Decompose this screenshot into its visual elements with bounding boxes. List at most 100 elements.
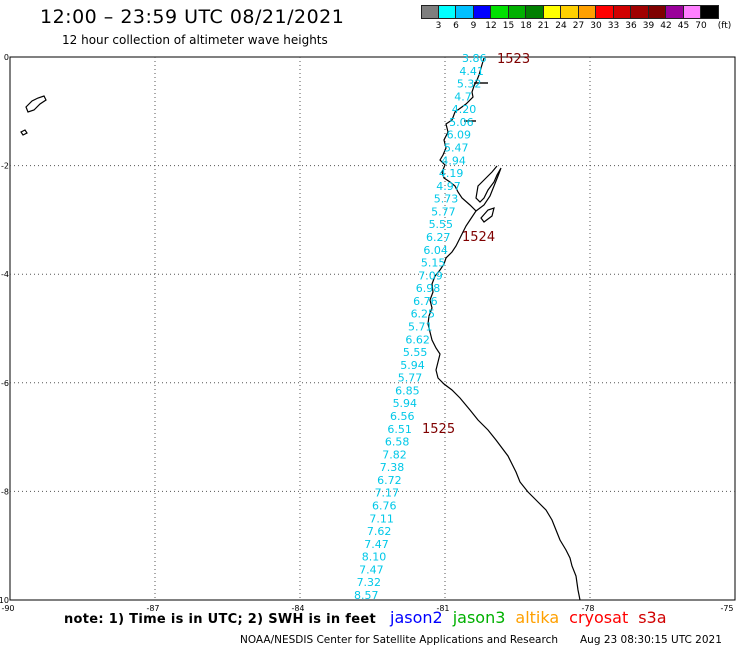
wave-height-value: 7.11 <box>369 512 394 525</box>
wave-height-value: 6.62 <box>405 333 430 346</box>
scale-swatch <box>543 5 561 19</box>
y-axis-label: -8 <box>1 487 9 496</box>
y-axis-label: 0 <box>4 53 9 62</box>
wave-height-value: 5.55 <box>403 346 428 359</box>
wave-height-value: 6.27 <box>426 231 451 244</box>
puna-island <box>480 207 495 223</box>
wave-height-value: 6.98 <box>416 282 441 295</box>
coastline <box>427 57 581 601</box>
wave-height-value: 5.47 <box>444 142 469 155</box>
scale-swatch <box>421 5 439 19</box>
scale-label: 42 <box>660 21 672 31</box>
scale-swatch <box>526 5 544 19</box>
wave-height-value: 4.7 <box>454 90 472 103</box>
scale-label: 12 <box>485 21 497 31</box>
wave-height-value: 5.32 <box>457 78 482 91</box>
wave-height-value: 6.76 <box>372 500 397 513</box>
x-axis-label: -78 <box>581 604 594 613</box>
scale-swatch <box>613 5 631 19</box>
scale-label: 6 <box>453 21 459 31</box>
scale-label: 39 <box>642 21 655 31</box>
credit-footer: NOAA/NESDIS Center for Satellite Applica… <box>240 634 722 646</box>
gulf-of-guayaquil <box>475 165 502 212</box>
wave-height-value: 6.56 <box>390 410 415 423</box>
plot-frame <box>9 56 736 601</box>
scale-swatch <box>666 5 684 19</box>
credit-text: NOAA/NESDIS Center for Satellite Applica… <box>240 634 558 646</box>
scale-swatch <box>561 5 579 19</box>
wave-height-value: 5.94 <box>393 397 418 410</box>
wave-height-value: 7.82 <box>382 448 407 461</box>
satellite-legend: jason2 jason3 altika cryosat s3a <box>390 608 677 627</box>
wave-height-value: 5.55 <box>429 218 454 231</box>
y-axis-label: -2 <box>1 162 9 171</box>
wave-height-value: 6.58 <box>385 436 410 449</box>
scale-label: 21 <box>537 21 550 31</box>
wave-height-value: 7.47 <box>359 563 384 576</box>
y-axis-label: -4 <box>1 270 9 279</box>
wave-height-value: 4.94 <box>441 154 466 167</box>
y-axis-label: -6 <box>1 379 9 388</box>
wave-height-value: 6.51 <box>387 423 412 436</box>
wave-height-value: 5.77 <box>398 372 423 385</box>
satellite-altika: altika <box>515 608 560 627</box>
x-axis-label: -87 <box>146 604 159 613</box>
satellite-s3a: s3a <box>638 608 667 627</box>
scale-swatch <box>578 5 596 19</box>
footnote: note: 1) Time is in UTC; 2) SWH is in fe… <box>64 612 376 627</box>
scale-swatch <box>456 5 474 19</box>
wave-height-value: 4.20 <box>452 103 477 116</box>
wave-height-value: 7.32 <box>357 576 382 589</box>
scale-swatch <box>508 5 526 19</box>
wave-height-value: 5.71 <box>408 321 433 334</box>
scale-label: 45 <box>677 21 690 31</box>
wave-height-value: 7.17 <box>375 487 400 500</box>
wave-height-value: 7.09 <box>418 269 443 282</box>
scale-label: 24 <box>555 21 567 31</box>
satellite-cryosat: cryosat <box>569 608 629 627</box>
pass-label-1525: 1525 <box>422 422 455 437</box>
wave-height-value: 5.94 <box>400 359 425 372</box>
wave-height-labels: 3.864.415.324.74.205.066.095.474.944.194… <box>354 52 487 602</box>
scale-swatch <box>491 5 509 19</box>
scale-swatch <box>683 5 701 19</box>
x-axis-label: -75 <box>720 604 733 613</box>
wave-height-value: 6.76 <box>413 295 438 308</box>
satellite-jason2: jason2 <box>390 608 443 627</box>
scale-label: 9 <box>470 21 477 31</box>
scale-swatch <box>473 5 491 19</box>
scale-label: 3 <box>435 21 442 31</box>
x-axis-label: -90 <box>1 604 14 613</box>
wave-height-value: 7.38 <box>380 461 405 474</box>
scale-swatch <box>631 5 649 19</box>
color-scale-legend <box>421 5 719 19</box>
wave-height-value: 4.19 <box>439 167 464 180</box>
galapagos-island-small <box>20 129 28 136</box>
map-subtitle: 12 hour collection of altimeter wave hei… <box>62 33 328 47</box>
map-grid <box>9 56 736 601</box>
wave-height-value: 6.09 <box>447 129 472 142</box>
map-title: 12:00 – 23:59 UTC 08/21/2021 <box>40 6 345 28</box>
wave-height-value: 5.77 <box>431 205 456 218</box>
scale-swatch <box>596 5 614 19</box>
scale-swatch <box>438 5 456 19</box>
axis-labels: -90 -87 -84 -81 -78 -75 0 -2 -4 -6 -8 -10 <box>0 53 734 613</box>
scale-label: 36 <box>625 21 637 31</box>
galapagos-island-isabela <box>25 95 47 113</box>
wave-height-value: 6.85 <box>395 384 420 397</box>
scale-swatch <box>701 5 719 19</box>
scale-swatch <box>648 5 666 19</box>
scale-label: 15 <box>502 21 515 31</box>
pass-label-1523: 1523 <box>497 52 530 67</box>
wave-height-value: 5.06 <box>449 116 474 129</box>
wave-height-value: 5.73 <box>434 193 459 206</box>
scale-label: 18 <box>520 21 532 31</box>
wave-height-value: 5.15 <box>421 257 446 270</box>
pass-label-1524: 1524 <box>462 230 495 245</box>
wave-height-value: 7.62 <box>367 525 392 538</box>
satellite-jason3: jason3 <box>452 608 506 627</box>
wave-height-value: 6.25 <box>411 308 436 321</box>
wave-height-value: 4.41 <box>459 65 484 78</box>
scale-label: 27 <box>572 21 585 31</box>
x-axis-label: -81 <box>436 604 449 613</box>
